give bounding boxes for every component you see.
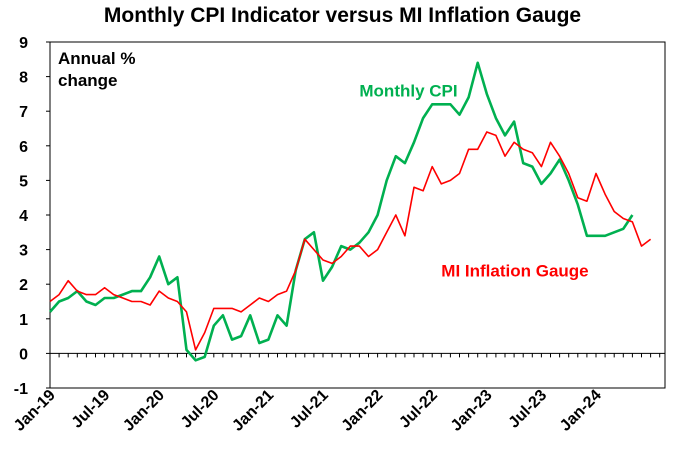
x-tick-label: Jul-22 — [396, 387, 441, 432]
y-tick-label: 2 — [19, 277, 28, 294]
chart-title: Monthly CPI Indicator versus MI Inflatio… — [103, 4, 582, 27]
y-tick-label: 4 — [19, 208, 28, 225]
x-tick-label: Jul-19 — [69, 387, 114, 432]
y-tick-label: 0 — [19, 346, 28, 363]
x-tick-label: Jul-20 — [178, 387, 223, 432]
y-tick-label: 8 — [19, 70, 28, 87]
y-tick-label: -1 — [14, 381, 28, 398]
series-label-mi-inflation-gauge: MI Inflation Gauge — [441, 261, 588, 280]
y-tick-label: 1 — [19, 312, 28, 329]
y-tick-label: 3 — [19, 243, 28, 260]
plot-frame — [49, 41, 666, 389]
y-axis-annotation-line-2: change — [58, 71, 118, 90]
x-tick-label: Jul-21 — [287, 387, 332, 432]
x-tick-label: Jan-24 — [557, 387, 605, 435]
series-layer — [49, 61, 652, 362]
series-line-mi-inflation-gauge — [49, 131, 652, 351]
x-tick-label: Jan-22 — [339, 387, 387, 435]
y-tick-label: 9 — [19, 35, 28, 52]
x-tick-label: Jan-20 — [120, 387, 168, 435]
series-line-monthly-cpi — [49, 61, 634, 362]
y-tick-label: 5 — [19, 173, 28, 190]
y-tick-label: 7 — [19, 104, 28, 121]
y-tick-label: 6 — [19, 139, 28, 156]
x-tick-label: Jan-21 — [229, 387, 277, 435]
y-axis-annotation-line-1: Annual % — [58, 49, 135, 68]
series-label-monthly-cpi: Monthly CPI — [359, 81, 457, 100]
x-tick-label: Jan-23 — [448, 387, 496, 435]
x-tick-label: Jul-23 — [506, 387, 551, 432]
